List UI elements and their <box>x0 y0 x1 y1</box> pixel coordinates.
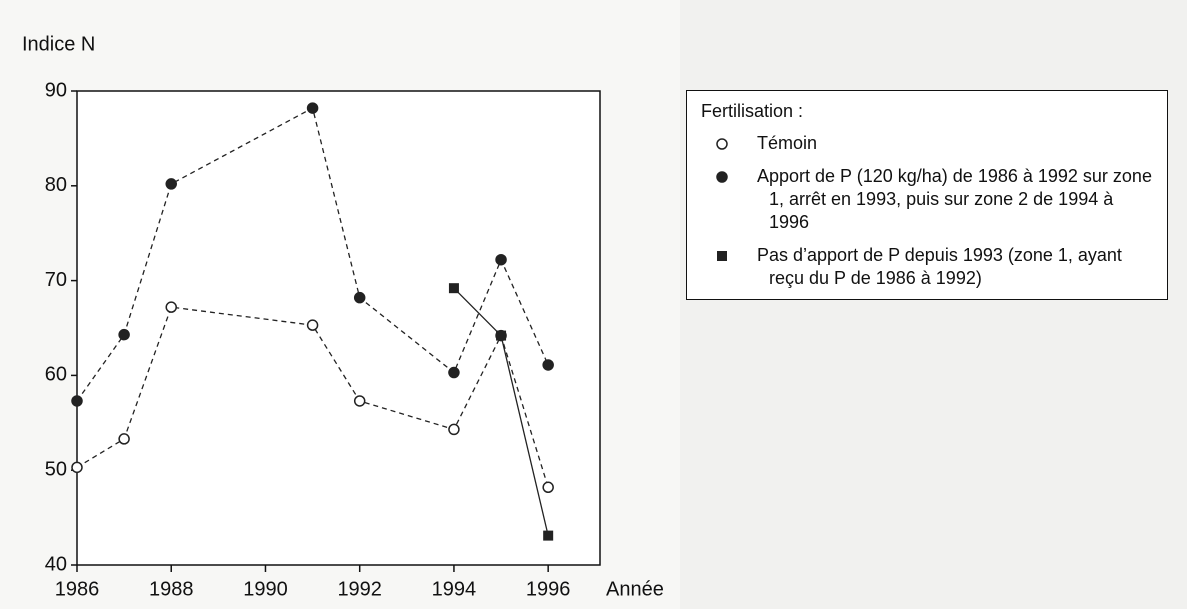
series-line <box>76 107 549 402</box>
marker <box>353 395 366 407</box>
x-tick-label: 1986 <box>55 578 100 600</box>
legend-label: Pas d’apport de P depuis 1993 (zone 1, a… <box>757 245 1122 288</box>
marker <box>118 328 130 341</box>
marker <box>716 138 728 150</box>
marker <box>306 319 319 331</box>
marker <box>306 102 319 114</box>
x-tick-label: 1992 <box>337 578 382 600</box>
x-axis-label: Année <box>606 578 664 600</box>
y-tick-label: 90 <box>45 79 67 101</box>
marker <box>165 178 177 190</box>
legend: Fertilisation : Témoin Apport de P (120 k… <box>686 90 1168 300</box>
marker <box>448 423 460 436</box>
x-tick-label: 1996 <box>526 578 571 600</box>
marker <box>448 283 459 294</box>
marker <box>71 461 83 474</box>
y-tick-label: 50 <box>45 458 67 480</box>
x-tick-label: 1988 <box>149 578 194 600</box>
legend-item: Pas d’apport de P depuis 1993 (zone 1, a… <box>701 244 1153 290</box>
marker <box>542 359 554 371</box>
marker <box>118 433 130 445</box>
marker <box>542 481 554 494</box>
y-tick-label: 70 <box>45 269 67 291</box>
y-tick-label: 40 <box>45 553 67 575</box>
marker <box>165 301 177 313</box>
marker <box>717 251 727 261</box>
y-axis-label: Indice N <box>22 33 95 55</box>
y-tick-label: 60 <box>45 364 67 386</box>
y-tick-label: 80 <box>45 174 67 196</box>
marker <box>543 530 554 541</box>
legend-icon <box>717 251 727 261</box>
marker <box>448 366 460 379</box>
legend-title: Fertilisation : <box>701 101 804 121</box>
marker <box>496 330 507 341</box>
series-line <box>76 306 549 488</box>
x-tick-label: 1994 <box>432 578 477 600</box>
legend-item: Apport de P (120 kg/ha) de 1986 à 1992 s… <box>701 165 1153 234</box>
x-tick-label: 1990 <box>243 578 288 600</box>
marker <box>353 291 366 304</box>
legend-icon <box>716 171 728 183</box>
legend-icon <box>716 138 728 150</box>
marker <box>495 253 507 266</box>
plot-area <box>76 90 601 566</box>
legend-item: Témoin <box>701 132 1153 155</box>
marker <box>716 171 728 183</box>
marker <box>71 395 83 407</box>
legend-label: Témoin <box>757 133 818 153</box>
legend-label: Apport de P (120 kg/ha) de 1986 à 1992 s… <box>757 166 1152 232</box>
